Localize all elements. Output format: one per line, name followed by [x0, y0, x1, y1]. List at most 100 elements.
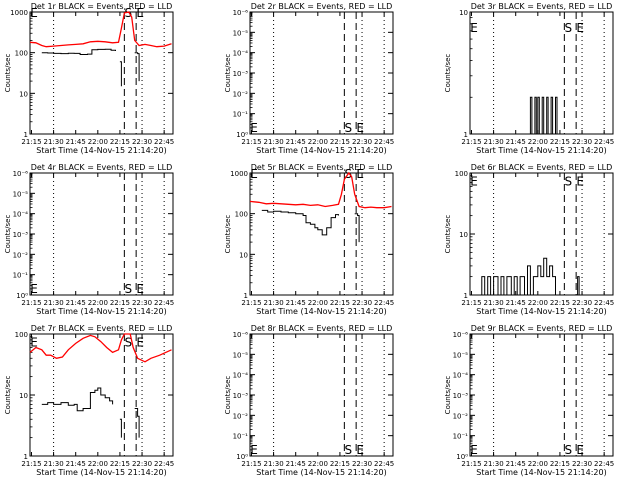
panel-title: Det 5r BLACK = Events, RED = LLD [251, 163, 393, 172]
x-tick-label: 22:45 [594, 299, 614, 307]
y-tick-label: 10⁻⁴ [453, 372, 469, 380]
x-tick-label: 22:30 [132, 138, 152, 146]
y-tick-label: 100 [235, 211, 248, 219]
x-tick-label: 22:45 [374, 460, 394, 468]
marker-label-e: E [576, 175, 584, 189]
x-tick-label: 21:15 [461, 138, 481, 146]
y-tick-label: 10⁻⁵ [453, 351, 469, 359]
y-tick-label: 1000 [10, 9, 28, 17]
x-tick-label: 21:30 [263, 299, 283, 307]
y-tick-label: 10⁻² [13, 251, 29, 259]
y-axis-label: Counts/sec [444, 376, 452, 415]
marker-label-e: E [136, 6, 144, 20]
x-tick-label: 21:15 [21, 299, 41, 307]
x-tick-label: 21:30 [483, 460, 503, 468]
x-tick-label: 21:15 [21, 138, 41, 146]
y-tick-label: 10⁻¹ [453, 433, 469, 441]
left-edge-e-label: E [470, 21, 478, 35]
x-axis-label: Start Time (14-Nov-15 21:14:20) [256, 307, 386, 316]
y-tick-label: 1 [24, 453, 28, 461]
marker-label-s: S [125, 6, 133, 20]
x-axis-label: Start Time (14-Nov-15 21:14:20) [476, 307, 606, 316]
y-tick-label: 1 [244, 292, 248, 300]
events-series-line [41, 387, 114, 412]
y-tick-label: 10⁰ [456, 453, 468, 461]
events-series-line [577, 276, 580, 295]
y-tick-label: 10⁻¹ [233, 111, 249, 119]
x-tick-label: 22:45 [154, 460, 174, 468]
y-axis-label: Counts/sec [224, 376, 232, 415]
x-tick-label: 22:00 [308, 138, 328, 146]
x-tick-label: 21:45 [286, 138, 306, 146]
left-edge-e-label: E [250, 443, 258, 457]
x-tick-label: 22:00 [308, 299, 328, 307]
y-axis-label: Counts/sec [444, 54, 452, 93]
x-axis-label: Start Time (14-Nov-15 21:14:20) [36, 146, 166, 155]
x-tick-label: 21:45 [66, 460, 86, 468]
y-tick-label: 10 [459, 9, 468, 17]
plot-frame [469, 333, 614, 457]
left-edge-e-label: E [470, 175, 478, 189]
x-axis-label: Start Time (14-Nov-15 21:14:20) [256, 146, 386, 155]
y-tick-label: 10 [19, 90, 28, 98]
y-tick-label: 1 [464, 131, 468, 139]
x-axis-label: Start Time (14-Nov-15 21:14:20) [36, 468, 166, 477]
x-tick-label: 21:30 [263, 460, 283, 468]
x-axis-label: Start Time (14-Nov-15 21:14:20) [476, 146, 606, 155]
left-edge-e-label: E [470, 443, 478, 457]
left-edge-e-label: E [250, 167, 258, 181]
y-tick-label: 10⁻³ [453, 392, 469, 400]
events-series-line [529, 96, 558, 135]
y-axis-label: Counts/sec [224, 54, 232, 93]
x-tick-label: 22:15 [550, 299, 570, 307]
panel-title: Det 7r BLACK = Events, RED = LLD [31, 324, 173, 333]
x-tick-label: 22:15 [330, 460, 350, 468]
marker-label-s: S [125, 282, 133, 296]
x-tick-label: 22:00 [528, 138, 548, 146]
left-edge-e-label: E [30, 282, 38, 296]
plot-frame [249, 333, 394, 457]
y-tick-label: 10⁻² [453, 412, 469, 420]
events-series-line [119, 61, 122, 87]
x-tick-label: 22:30 [352, 460, 372, 468]
panel-title: Det 9r BLACK = Events, RED = LLD [471, 324, 613, 333]
x-tick-label: 21:45 [66, 299, 86, 307]
events-series-line [41, 48, 116, 55]
x-tick-label: 21:30 [43, 138, 63, 146]
x-tick-label: 21:30 [263, 138, 283, 146]
x-tick-label: 22:45 [374, 138, 394, 146]
y-tick-label: 10⁻² [233, 90, 249, 98]
lld-series-line [29, 333, 172, 363]
marker-label-e: E [136, 282, 144, 296]
lld-series-line [29, 11, 172, 48]
x-tick-label: 22:15 [330, 299, 350, 307]
x-tick-label: 21:45 [286, 299, 306, 307]
plot-frame [249, 11, 394, 135]
y-tick-label: 10⁻⁴ [233, 372, 249, 380]
y-tick-label: 10⁻² [233, 412, 249, 420]
lld-series-line [249, 171, 392, 209]
y-tick-label: 10⁻⁶ [13, 170, 29, 178]
y-tick-label: 10 [239, 251, 248, 259]
marker-label-s: S [565, 21, 573, 35]
marker-label-e: E [356, 167, 364, 181]
marker-label-e: E [576, 443, 584, 457]
x-tick-label: 22:30 [572, 460, 592, 468]
x-tick-label: 22:00 [528, 299, 548, 307]
marker-label-s: S [345, 121, 353, 135]
panel-title: Det 4r BLACK = Events, RED = LLD [31, 163, 173, 172]
x-tick-label: 22:30 [352, 299, 372, 307]
x-tick-label: 22:00 [88, 460, 108, 468]
events-series-line [119, 418, 122, 438]
x-tick-label: 21:15 [241, 460, 261, 468]
x-tick-label: 21:30 [43, 299, 63, 307]
panel-title: Det 2r BLACK = Events, RED = LLD [251, 2, 393, 11]
left-edge-e-label: E [250, 121, 258, 135]
x-tick-label: 21:45 [506, 299, 526, 307]
y-tick-label: 100 [15, 331, 28, 339]
